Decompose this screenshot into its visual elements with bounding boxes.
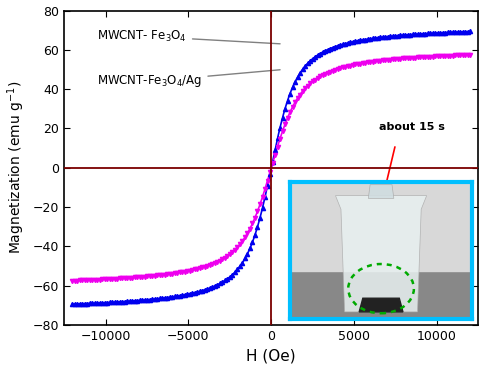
Text: MWCNT-Fe$_3$O$_4$/Ag: MWCNT-Fe$_3$O$_4$/Ag	[97, 70, 280, 89]
X-axis label: H (Oe): H (Oe)	[246, 348, 296, 363]
Text: MWCNT- Fe$_3$O$_4$: MWCNT- Fe$_3$O$_4$	[97, 28, 280, 44]
Text: about 15 s: about 15 s	[379, 123, 445, 132]
Y-axis label: Magnetization (emu g$^{-1}$): Magnetization (emu g$^{-1}$)	[5, 81, 27, 254]
